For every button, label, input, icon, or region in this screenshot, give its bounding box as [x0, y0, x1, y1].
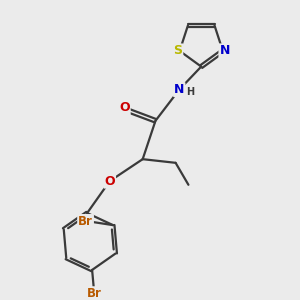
Text: O: O	[104, 175, 115, 188]
Text: S: S	[173, 44, 182, 57]
Text: H: H	[186, 87, 194, 97]
Text: N: N	[174, 83, 184, 96]
Text: N: N	[219, 44, 230, 57]
Text: O: O	[119, 101, 130, 114]
Text: Br: Br	[78, 215, 93, 228]
Text: Br: Br	[86, 287, 101, 300]
